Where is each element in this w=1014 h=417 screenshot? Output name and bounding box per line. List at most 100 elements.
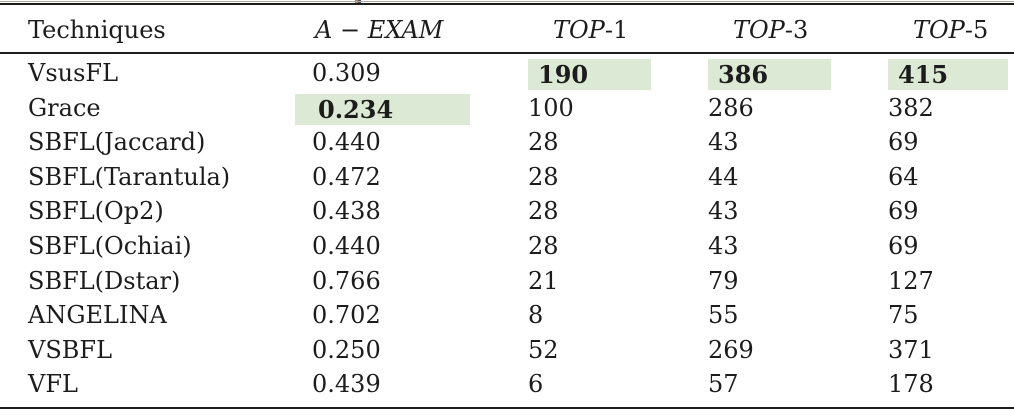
- value: VFL: [28, 370, 78, 399]
- value: SBFL(Jaccard): [28, 128, 206, 157]
- cell-a_exam: 0.440: [312, 229, 528, 264]
- cell-top1: 6: [528, 367, 708, 402]
- column-header-a-exam: A − EXAM: [312, 8, 528, 52]
- cell-top5: 382: [888, 91, 1014, 126]
- value: 44: [708, 162, 739, 191]
- value: 0.766: [312, 266, 381, 295]
- value: 28: [528, 128, 559, 157]
- cell-top3: 43: [708, 194, 888, 229]
- cell-a_exam: 0.439: [312, 367, 528, 402]
- cell-top5: 75: [888, 298, 1014, 333]
- value: 127: [888, 266, 934, 295]
- cell-a_exam: 0.250: [312, 333, 528, 368]
- highlighted-value: 0.234: [295, 93, 470, 125]
- cell-technique: SBFL(Ochiai): [28, 229, 312, 264]
- value: SBFL(Tarantula): [28, 162, 231, 191]
- value: 100: [528, 93, 574, 122]
- header-label: Techniques: [28, 16, 166, 44]
- highlighted-value: 415: [888, 59, 1008, 90]
- value: 8: [528, 301, 544, 330]
- cell-technique: VsusFL: [28, 56, 312, 91]
- header-label: TOP: [913, 16, 965, 44]
- cell-top1: 28: [528, 160, 708, 195]
- header-label-suffix: -1: [604, 16, 629, 44]
- value: 57: [708, 370, 739, 399]
- value: 79: [708, 266, 739, 295]
- cell-top1: 28: [528, 194, 708, 229]
- cell-top3: 44: [708, 160, 888, 195]
- cell-technique: VFL: [28, 367, 312, 402]
- table-row: VsusFL 0.309 190 386 415: [0, 56, 1014, 91]
- value: 69: [888, 197, 919, 226]
- cell-top1: 190: [528, 56, 708, 91]
- cell-top5: 69: [888, 125, 1014, 160]
- highlighted-value: 190: [528, 59, 651, 90]
- value: SBFL(Op2): [28, 197, 164, 226]
- value: 0.309: [312, 59, 381, 87]
- column-header-top5: TOP-5: [888, 8, 1014, 52]
- value: 382: [888, 93, 934, 122]
- cell-top1: 52: [528, 333, 708, 368]
- cell-top3: 269: [708, 333, 888, 368]
- value: 55: [708, 301, 739, 330]
- cell-technique: ANGELINA: [28, 298, 312, 333]
- header-label: A − EXAM: [315, 16, 444, 44]
- value: VsusFL: [28, 59, 119, 87]
- column-header-techniques: Techniques: [28, 8, 312, 52]
- value: 43: [708, 128, 739, 157]
- cell-technique: SBFL(Tarantula): [28, 160, 312, 195]
- cell-technique: SBFL(Op2): [28, 194, 312, 229]
- value: 269: [708, 335, 754, 364]
- value: 0.472: [312, 162, 381, 191]
- header-label-suffix: -3: [784, 16, 809, 44]
- value: 286: [708, 93, 754, 122]
- value: 0.440: [312, 231, 381, 260]
- highlighted-value: 386: [708, 59, 831, 90]
- table-row: SBFL(Tarantula) 0.472 28 44 64: [0, 160, 1014, 195]
- cell-top5: 178: [888, 367, 1014, 402]
- value: 0.438: [312, 197, 381, 226]
- cell-top3: 79: [708, 264, 888, 299]
- table-bottom-rule: [0, 407, 1014, 409]
- cell-technique: VSBFL: [28, 333, 312, 368]
- column-header-top3: TOP-3: [708, 8, 888, 52]
- value: ANGELINA: [28, 301, 167, 330]
- value: 0.439: [312, 370, 381, 399]
- cell-top1: 28: [528, 125, 708, 160]
- table-row: Grace 0.234 100 286 382: [0, 91, 1014, 126]
- value: 178: [888, 370, 934, 399]
- table-row: SBFL(Op2) 0.438 28 43 69: [0, 194, 1014, 229]
- value: SBFL(Ochiai): [28, 231, 192, 260]
- value: 69: [888, 231, 919, 260]
- cell-a_exam: 0.440: [312, 125, 528, 160]
- table-row: SBFL(Jaccard) 0.440 28 43 69: [0, 125, 1014, 160]
- cell-top3: 57: [708, 367, 888, 402]
- cell-top1: 8: [528, 298, 708, 333]
- value: 43: [708, 197, 739, 226]
- value: 28: [528, 162, 559, 191]
- value: 371: [888, 335, 934, 364]
- cell-top5: 64: [888, 160, 1014, 195]
- cell-top5: 371: [888, 333, 1014, 368]
- cell-top3: 43: [708, 229, 888, 264]
- value: 75: [888, 301, 919, 330]
- table-row: SBFL(Ochiai) 0.440 28 43 69: [0, 229, 1014, 264]
- table-top-rule-outer: [0, 1, 1014, 2]
- value: 52: [528, 335, 559, 364]
- cell-top3: 43: [708, 125, 888, 160]
- table-body: VsusFL 0.309 190 386 415 Grace 0.234 100 286 382 S…: [0, 56, 1014, 402]
- column-header-top1: TOP-1: [528, 8, 708, 52]
- cell-a_exam: 0.766: [312, 264, 528, 299]
- cell-top5: 415: [888, 56, 1014, 91]
- table-top-rule: [0, 3, 1014, 5]
- table-row: ANGELINA 0.702 8 55 75: [0, 298, 1014, 333]
- cell-top5: 69: [888, 194, 1014, 229]
- cell-top1: 28: [528, 229, 708, 264]
- value: Grace: [28, 93, 101, 122]
- cell-top3: 386: [708, 56, 888, 91]
- value: 0.702: [312, 301, 381, 330]
- header-label-suffix: -5: [964, 16, 989, 44]
- value: 28: [528, 197, 559, 226]
- table-header-rule: [0, 52, 1014, 54]
- table-row: VSBFL 0.250 52 269 371: [0, 333, 1014, 368]
